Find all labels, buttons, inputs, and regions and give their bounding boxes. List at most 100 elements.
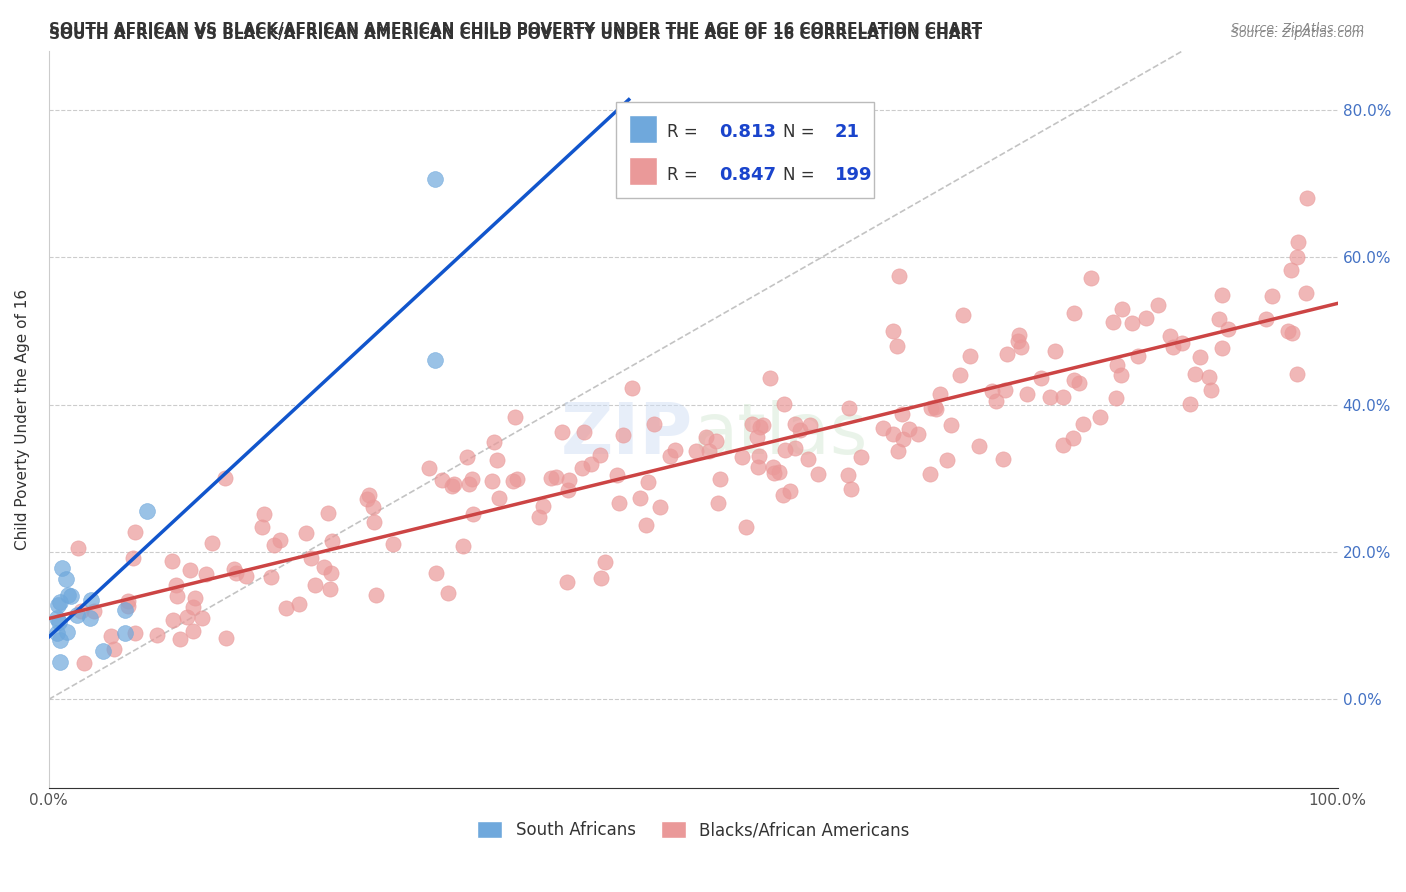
Point	[165, 578, 187, 592]
Point	[46, 611, 69, 625]
Point	[316, 506, 339, 520]
Text: N =: N =	[783, 123, 820, 141]
Point	[443, 476, 465, 491]
Point	[747, 460, 769, 475]
Point	[797, 451, 820, 466]
Point	[1080, 271, 1102, 285]
Point	[114, 602, 136, 616]
Point	[194, 566, 217, 581]
Point	[48, 633, 70, 648]
Point	[60, 589, 83, 603]
Point	[503, 409, 526, 424]
Point	[437, 586, 460, 600]
Point	[1281, 263, 1303, 277]
Point	[749, 420, 772, 434]
Point	[935, 453, 957, 467]
Point	[981, 384, 1004, 398]
Point	[425, 353, 447, 368]
Point	[533, 500, 555, 514]
Point	[941, 418, 963, 433]
Point	[1071, 417, 1094, 431]
Point	[1062, 431, 1084, 445]
Point	[882, 426, 904, 441]
Point	[356, 492, 378, 507]
Point	[253, 507, 276, 521]
Point	[540, 471, 562, 485]
Point	[1198, 369, 1220, 384]
Point	[891, 433, 914, 447]
Point	[1295, 285, 1317, 300]
FancyBboxPatch shape	[628, 115, 657, 143]
Point	[872, 421, 894, 435]
Point	[1052, 390, 1074, 404]
Point	[967, 439, 990, 453]
Point	[1105, 358, 1128, 372]
Point	[1090, 409, 1112, 424]
Point	[48, 595, 70, 609]
Text: 21: 21	[835, 123, 860, 141]
Point	[51, 560, 73, 574]
Point	[49, 655, 72, 669]
Point	[181, 600, 204, 615]
Point	[359, 487, 381, 501]
Point	[658, 449, 681, 463]
Point	[995, 347, 1018, 361]
Point	[146, 628, 169, 642]
Point	[117, 599, 139, 613]
Point	[807, 467, 830, 481]
FancyBboxPatch shape	[616, 103, 873, 198]
Point	[648, 500, 671, 514]
Point	[735, 520, 758, 534]
Point	[83, 604, 105, 618]
Point	[169, 632, 191, 646]
Point	[1043, 343, 1066, 358]
Point	[201, 536, 224, 550]
Point	[215, 631, 238, 645]
Point	[321, 566, 343, 580]
Point	[799, 417, 821, 432]
Point	[1184, 367, 1206, 381]
Text: N =: N =	[783, 166, 820, 184]
Point	[695, 430, 717, 444]
Point	[664, 442, 686, 457]
Point	[1063, 373, 1085, 387]
FancyBboxPatch shape	[628, 157, 657, 185]
Point	[920, 401, 942, 415]
Text: 199: 199	[835, 166, 873, 184]
Point	[269, 533, 291, 548]
Legend: South Africans, Blacks/African Americans: South Africans, Blacks/African Americans	[471, 814, 915, 846]
Point	[461, 508, 484, 522]
Point	[898, 422, 921, 436]
Point	[993, 452, 1015, 467]
Point	[839, 482, 862, 496]
Point	[783, 417, 806, 431]
Point	[288, 598, 311, 612]
Point	[1286, 367, 1309, 381]
Point	[789, 424, 811, 438]
Point	[122, 550, 145, 565]
Point	[1008, 328, 1031, 343]
Point	[1063, 306, 1085, 320]
Point	[235, 569, 257, 583]
Text: Source: ZipAtlas.com: Source: ZipAtlas.com	[1230, 22, 1364, 36]
Point	[763, 466, 786, 480]
Point	[636, 518, 658, 533]
Point	[579, 457, 602, 471]
Point	[73, 656, 96, 670]
Point	[312, 560, 335, 574]
Point	[103, 642, 125, 657]
Point	[555, 574, 578, 589]
Point	[643, 417, 665, 432]
Point	[1277, 324, 1299, 338]
Point	[166, 589, 188, 603]
Point	[299, 550, 322, 565]
Point	[984, 393, 1007, 408]
Point	[851, 450, 873, 464]
Point	[1199, 383, 1222, 397]
Point	[364, 588, 387, 602]
Point	[482, 434, 505, 449]
Point	[1029, 371, 1052, 385]
Point	[124, 626, 146, 640]
Point	[544, 469, 567, 483]
Point	[66, 541, 89, 555]
